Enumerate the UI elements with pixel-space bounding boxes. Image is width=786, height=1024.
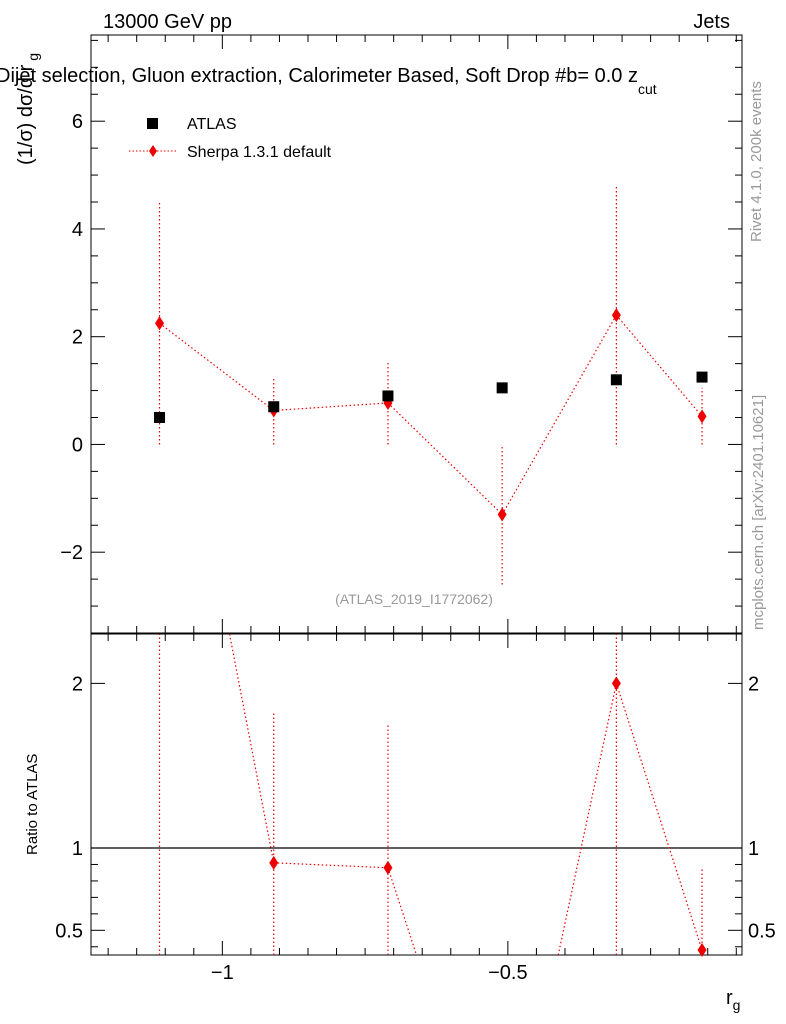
main-data-point bbox=[496, 382, 508, 394]
ratio-mc-line-segment bbox=[228, 633, 275, 863]
main-mc-point bbox=[155, 316, 165, 331]
ratio-mc-point bbox=[269, 855, 279, 870]
ratio-mc-point bbox=[697, 943, 707, 958]
ratio-y-tick-label: 2 bbox=[72, 673, 83, 695]
ratio-mc-line-segment bbox=[557, 683, 617, 956]
legend: ATLAS Sherpa 1.3.1 default bbox=[129, 116, 332, 161]
x-axis-label: rg bbox=[726, 987, 740, 1013]
ratio-mc-line-segment bbox=[387, 867, 418, 956]
main-data-point bbox=[382, 390, 394, 402]
ratio-y-tick-label-right: 0.5 bbox=[748, 920, 776, 942]
ratio-mc-line-segment bbox=[615, 683, 703, 951]
main-mc-point bbox=[497, 507, 507, 522]
process-label: Jets bbox=[693, 11, 730, 33]
main-y-tick-label: −2 bbox=[60, 542, 83, 564]
plot-title-main: Dijet selection, Gluon extraction, Calor… bbox=[0, 65, 638, 87]
main-y-tick-label: 4 bbox=[72, 219, 83, 241]
main-y-tick-label: 0 bbox=[72, 434, 83, 456]
legend-sherpa-label: Sherpa 1.3.1 default bbox=[187, 144, 332, 161]
main-mc-line-segment bbox=[159, 322, 275, 411]
main-y-tick-label: 2 bbox=[72, 327, 83, 349]
main-mc-point bbox=[697, 409, 707, 424]
x-tick-label: −0.5 bbox=[488, 962, 527, 984]
main-mc-line-segment bbox=[387, 402, 503, 515]
analysis-label: (ATLAS_2019_I1772062) bbox=[335, 591, 493, 607]
plot-title: Dijet selection, Gluon extraction, Calor… bbox=[0, 65, 657, 97]
main-data-point bbox=[610, 374, 622, 386]
main-mc-line-segment bbox=[501, 314, 617, 515]
ratio-y-axis-label: Ratio to ATLAS bbox=[24, 754, 41, 855]
plot-title-sub: cut bbox=[638, 81, 657, 97]
main-y-axis-label: (1/σ) dσ/d r g bbox=[15, 53, 41, 165]
legend-atlas-label: ATLAS bbox=[187, 116, 237, 133]
main-y-axis-label-main: (1/σ) dσ/d r bbox=[15, 64, 37, 165]
main-y-tick-label: 6 bbox=[72, 111, 83, 133]
ratio-y-tick-label-right: 2 bbox=[748, 673, 759, 695]
x-axis-label-main: r bbox=[726, 987, 733, 1009]
ratio-frame bbox=[90, 633, 743, 956]
ratio-y-tick-label: 0.5 bbox=[55, 920, 83, 942]
main-data-point bbox=[154, 412, 166, 424]
rivet-label: Rivet 4.1.0, 200k events bbox=[748, 81, 765, 242]
ratio-y-tick-label: 1 bbox=[72, 838, 83, 860]
ratio-mc-point bbox=[383, 860, 393, 875]
energy-label: 13000 GeV pp bbox=[103, 11, 232, 33]
legend-atlas-marker bbox=[147, 118, 158, 129]
x-axis-label-sub: g bbox=[733, 997, 741, 1013]
ratio-y-tick-label-right: 1 bbox=[748, 838, 759, 860]
site-label: mcplots.cern.ch [arXiv:2401.10621] bbox=[750, 395, 767, 630]
x-tick-label: −1 bbox=[211, 962, 234, 984]
ratio-axis-ticks: −1 −0.5 0.5 0.5 1 1 2 2 bbox=[55, 634, 776, 984]
main-plot-marks bbox=[154, 185, 708, 585]
main-axis-ticks: −2 0 2 4 6 bbox=[60, 35, 742, 634]
ratio-mc-line-segment bbox=[273, 862, 388, 869]
main-mc-line-segment bbox=[615, 314, 703, 417]
main-data-point bbox=[268, 401, 280, 413]
legend-sherpa-marker bbox=[149, 145, 157, 157]
ratio-mc-point bbox=[611, 676, 621, 691]
main-data-point bbox=[696, 371, 708, 383]
main-mc-point bbox=[611, 308, 621, 323]
main-frame bbox=[90, 34, 743, 634]
main-mc-line-segment bbox=[273, 402, 388, 412]
main-y-axis-label-sub: g bbox=[25, 53, 41, 61]
ratio-plot-marks bbox=[91, 633, 742, 958]
